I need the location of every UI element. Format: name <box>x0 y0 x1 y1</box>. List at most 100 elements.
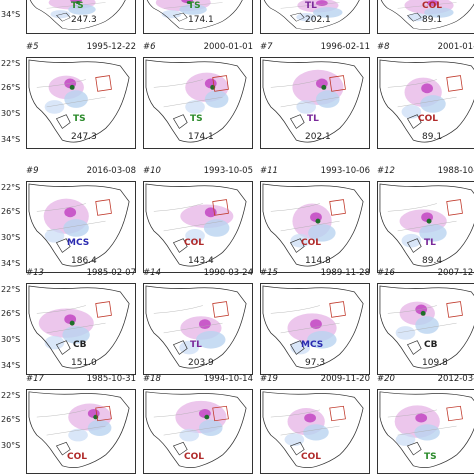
lesotho-border <box>289 441 305 456</box>
panel-id: #8 <box>377 42 390 52</box>
event-date: 2009-11-20 <box>320 374 370 384</box>
lesotho-border <box>172 441 188 456</box>
panel-id: #16 <box>377 268 395 278</box>
map-svg <box>145 183 247 267</box>
system-type-label: COL <box>67 452 87 462</box>
rain-field <box>284 408 329 446</box>
event-date: 1995-12-22 <box>86 42 136 52</box>
coastline <box>145 59 247 143</box>
panel-id: #10 <box>143 166 161 176</box>
rain-field <box>401 77 446 119</box>
admin-borders <box>46 2 106 9</box>
event-date: 1985-02-07 <box>86 268 136 278</box>
coastline <box>379 183 474 267</box>
rainfall-value: 247.3 <box>71 15 97 25</box>
map-panel: MCS 186.4 <box>26 181 136 273</box>
rain-field <box>399 209 447 248</box>
lesotho-border <box>406 441 422 456</box>
highlight-box <box>95 75 112 92</box>
event-date: 1988-10-18 <box>437 166 474 176</box>
latitude-label: 30°S <box>1 233 21 242</box>
latitude-label: 22°S <box>1 391 21 400</box>
rainfall-value: 89.4 <box>422 256 443 266</box>
rain-field <box>44 75 88 114</box>
highlight-box <box>212 75 229 92</box>
rain-field <box>179 316 226 355</box>
rainfall-value: 247.3 <box>71 132 97 142</box>
system-type-label: TS <box>188 1 201 11</box>
rain-field <box>290 203 336 248</box>
coastline <box>28 183 130 267</box>
coastline <box>379 59 474 143</box>
system-type-label: COL <box>301 238 321 248</box>
panel-id: #12 <box>377 166 395 176</box>
panel-id: #15 <box>260 268 278 278</box>
rainfall-value: 203.9 <box>188 358 214 368</box>
event-date: 2001-01-01 <box>437 42 474 52</box>
admin-borders <box>270 203 340 232</box>
coastline <box>145 285 247 369</box>
lesotho-border <box>406 238 422 253</box>
map-svg <box>146 0 243 30</box>
highlight-box <box>212 199 229 216</box>
admin-borders <box>153 305 223 334</box>
admin-borders <box>36 305 106 334</box>
map-svg <box>145 285 247 369</box>
lesotho-border <box>55 340 71 355</box>
coastline <box>380 0 474 30</box>
rainfall-value: 143.4 <box>188 256 214 266</box>
system-type-label: COL <box>184 238 204 248</box>
latitude-label: 26°S <box>1 207 21 216</box>
coastline <box>262 59 364 143</box>
rain-field <box>68 403 112 442</box>
rainfall-value: 174.1 <box>188 132 214 142</box>
rain-field <box>38 308 94 350</box>
lesotho-border <box>55 238 71 253</box>
coastline <box>146 0 243 30</box>
latitude-label: 26°S <box>1 83 21 92</box>
map-panel: TL 202.1 <box>260 0 370 34</box>
rainfall-value: 89.1 <box>422 132 443 142</box>
rain-field <box>48 0 96 19</box>
admin-borders <box>387 79 457 108</box>
coastline <box>145 391 247 468</box>
map-panel: CB 151.0 <box>26 283 136 375</box>
coastline <box>145 183 247 267</box>
coastline <box>28 285 130 369</box>
admin-borders <box>270 79 340 108</box>
map-panel: COL 89.1 <box>377 57 474 149</box>
latitude-label: 34°S <box>1 259 21 268</box>
lesotho-border <box>289 238 305 253</box>
map-svg <box>379 285 474 369</box>
rain-field <box>180 204 234 243</box>
admin-borders <box>36 409 106 436</box>
map-svg <box>28 59 130 143</box>
map-panel: COL 143.4 <box>143 181 253 273</box>
panel-id: #5 <box>26 42 39 52</box>
system-type-label: COL <box>184 452 204 462</box>
rainfall-value: 186.4 <box>71 256 97 266</box>
coastline <box>379 391 474 468</box>
coastline <box>262 183 364 267</box>
highlight-box <box>446 301 463 318</box>
rainfall-value: 151.0 <box>71 358 97 368</box>
latitude-label: 34°S <box>1 361 21 370</box>
admin-borders <box>270 409 340 436</box>
highlight-box <box>95 301 112 318</box>
highlight-box <box>329 199 346 216</box>
map-svg <box>262 59 364 143</box>
system-type-label: COL <box>301 452 321 462</box>
rainfall-value: 97.3 <box>305 358 326 368</box>
lesotho-border <box>172 340 188 355</box>
coastline <box>28 391 130 468</box>
panel-id: #14 <box>143 268 161 278</box>
rainfall-value: 109.8 <box>422 358 448 368</box>
rainfall-value: 114.8 <box>305 256 331 266</box>
system-type-label: TS <box>190 114 203 124</box>
highlight-box <box>95 199 112 216</box>
latitude-label: 30°S <box>1 109 21 118</box>
system-type-label: TL <box>307 114 319 124</box>
panel-id: #9 <box>26 166 39 176</box>
coastline <box>262 391 364 468</box>
map-panel: CB 109.8 <box>377 283 474 375</box>
